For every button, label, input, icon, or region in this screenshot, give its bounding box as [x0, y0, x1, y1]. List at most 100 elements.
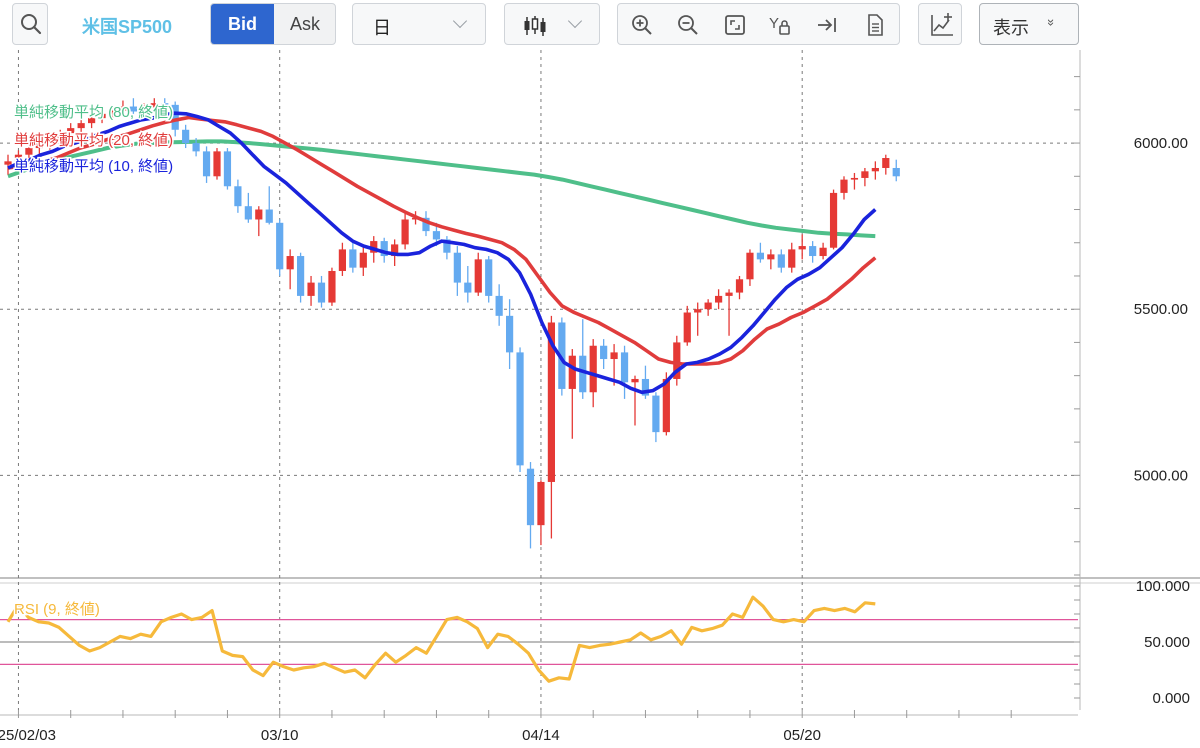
- candle-body: [746, 252, 754, 280]
- add-indicator-button[interactable]: [918, 3, 962, 45]
- sma20-line: [7, 115, 877, 366]
- candle-body: [182, 129, 190, 144]
- candle-body: [391, 244, 399, 257]
- candle-body: [474, 259, 482, 293]
- lock-y-axis-icon[interactable]: Y: [768, 13, 792, 37]
- candle: [892, 159, 900, 182]
- candle-body: [871, 167, 879, 172]
- candle: [756, 242, 764, 263]
- candle-body: [600, 345, 608, 360]
- candle: [882, 154, 890, 175]
- candle-body: [56, 133, 64, 140]
- sma10-layer: [7, 111, 877, 395]
- period-select[interactable]: 日: [352, 3, 486, 45]
- candle-body: [46, 139, 54, 144]
- candle: [380, 237, 388, 263]
- candle-body: [506, 315, 514, 353]
- candle-body: [338, 249, 346, 271]
- x-tick-label: 05/20: [783, 727, 821, 744]
- candle-body: [809, 246, 817, 257]
- candle-body: [370, 241, 378, 253]
- zoom-in-icon[interactable]: [630, 13, 654, 37]
- candle: [694, 302, 702, 336]
- candle-body: [453, 252, 461, 283]
- candle-body: [202, 151, 211, 177]
- candle: [192, 138, 200, 157]
- candle: [840, 176, 848, 200]
- candle: [150, 98, 158, 112]
- candle-body: [464, 282, 472, 293]
- candle: [777, 249, 785, 273]
- ask-button[interactable]: Ask: [289, 14, 320, 34]
- candle-body: [892, 167, 900, 177]
- candle-body: [88, 118, 96, 124]
- candle-body: [662, 378, 670, 433]
- fit-screen-icon[interactable]: [723, 13, 747, 37]
- candle: [453, 246, 461, 296]
- legend-sma80: 単純移動平均 (80, 終値): [14, 104, 173, 121]
- candle: [140, 103, 148, 117]
- price-chart[interactable]: 6000.00 5500.00 5000.00 2025/02/03 03/10 04/1…: [0, 50, 1200, 748]
- candle-body: [401, 219, 409, 245]
- candle: [4, 154, 12, 175]
- candle-body: [558, 322, 566, 389]
- zoom-out-icon[interactable]: [676, 13, 700, 37]
- candle: [213, 148, 221, 180]
- symbol-name[interactable]: 米国SP500: [82, 17, 173, 37]
- candle: [328, 267, 336, 306]
- candle-body: [297, 256, 305, 296]
- legend-sma10: 単純移動平均 (10, 終値): [14, 158, 173, 175]
- candle-body: [715, 295, 723, 303]
- candle: [244, 192, 252, 223]
- bid-ask-toggle: Bid Ask: [210, 3, 336, 45]
- candle: [610, 344, 618, 386]
- candle-body: [610, 352, 618, 360]
- candle: [108, 104, 117, 120]
- rsi-line: [6, 595, 876, 683]
- candle-body: [861, 171, 869, 178]
- axes: 6000.00 5500.00 5000.00 2025/02/03 03/10 04/1…: [0, 50, 1190, 744]
- candle: [35, 138, 43, 155]
- candle-body: [25, 148, 33, 155]
- candle: [359, 246, 367, 276]
- candle-body: [192, 143, 200, 152]
- candle-body: [349, 249, 357, 268]
- candle: [349, 242, 357, 273]
- display-menu-button[interactable]: 表示 »: [979, 3, 1079, 45]
- candle-body: [516, 352, 524, 466]
- sma80-layer: [7, 139, 876, 239]
- bid-button[interactable]: Bid: [211, 4, 274, 44]
- candle-body: [673, 342, 681, 379]
- candle: [568, 349, 576, 439]
- candle: [88, 113, 96, 129]
- candle: [746, 249, 754, 286]
- x-tick-label: 04/14: [522, 727, 560, 744]
- candle-body: [829, 192, 838, 248]
- candle: [307, 275, 315, 306]
- candle: [297, 252, 305, 303]
- rsi-tick-label: 50.000: [1144, 634, 1190, 651]
- candle-body: [67, 128, 75, 134]
- search-button[interactable]: [12, 3, 48, 45]
- candle: [56, 129, 64, 145]
- candle-body: [223, 151, 232, 187]
- document-icon[interactable]: [863, 13, 887, 37]
- candle: [788, 242, 796, 273]
- candle-body: [443, 239, 451, 253]
- chart-type-select[interactable]: [504, 3, 600, 45]
- price-tick-label: 5500.00: [1134, 301, 1188, 318]
- candle-body: [255, 209, 263, 220]
- display-label: 表示: [993, 18, 1029, 38]
- candle-body: [641, 378, 650, 396]
- candle-body: [485, 259, 493, 296]
- candle: [317, 275, 326, 308]
- candle: [537, 480, 545, 546]
- candle-body: [161, 103, 169, 105]
- candle-body: [704, 302, 712, 310]
- scroll-to-end-icon[interactable]: [815, 13, 839, 37]
- candle-body: [756, 252, 764, 260]
- candle-body: [150, 103, 158, 108]
- candle-body: [840, 179, 848, 193]
- candle: [850, 172, 859, 190]
- price-tick-label: 6000.00: [1134, 135, 1188, 152]
